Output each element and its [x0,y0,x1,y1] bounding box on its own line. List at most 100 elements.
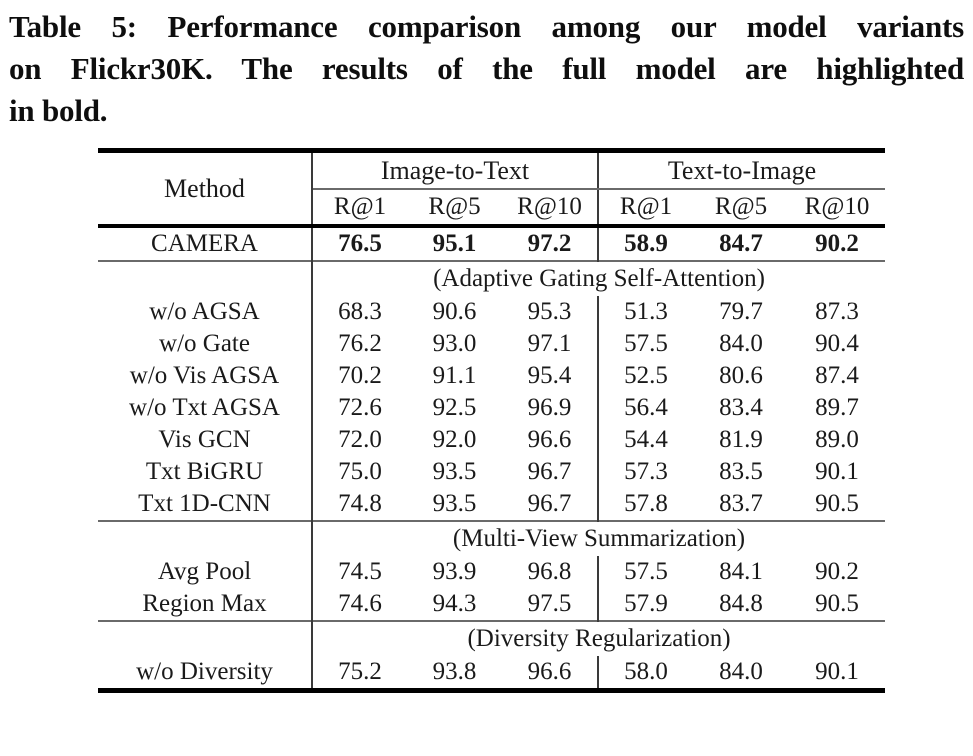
value-cell: 84.1 [719,558,763,585]
value-cell: 90.1 [815,458,859,485]
value-cell: 89.0 [815,426,859,453]
group-header-row: Method Image-to-Text Text-to-Image [98,150,886,226]
table-caption: Table 5: Performance comparison among ou… [0,0,973,132]
value-cell: 79.7 [719,298,763,325]
value-cell: 93.0 [432,330,477,357]
value-cell: 93.5 [432,490,477,517]
section-title: (Diversity Regularization) [467,625,731,652]
table-row: w/o Diversity 75.2 93.8 96.6 58.0 84.0 90.1 [98,656,885,691]
value-cell: 92.0 [432,426,477,453]
caption-line-3: in bold. [9,93,108,128]
value-cell: 58.0 [624,658,668,685]
value-cell: 75.2 [338,658,382,685]
value-cell: 76.5 [338,230,382,257]
method-cell: Region Max [98,588,313,621]
section-header-row: (Multi-View Summarization) [98,521,886,556]
method-cell: CAMERA [98,226,313,261]
value-cell: 90.5 [815,590,859,617]
value-cell: 57.8 [624,490,668,517]
subheader-t2i-r10: R@10 [804,193,870,220]
value-cell: 91.1 [432,362,477,389]
value-cell: 90.6 [432,298,477,325]
value-cell: 97.1 [502,328,600,360]
value-cell: 57.5 [624,558,668,585]
value-cell: 57.9 [624,590,668,617]
caption-line-2: on Flickr30K. The results of the full mo… [9,51,964,86]
value-cell: 93.9 [432,558,477,585]
method-cell: Avg Pool [98,556,313,588]
section-spacer-cell [98,261,313,296]
value-cell: 74.8 [338,490,382,517]
method-cell: w/o Vis AGSA [98,360,313,392]
value-cell: 95.3 [502,296,600,328]
value-cell: 74.6 [338,590,382,617]
value-cell: 96.9 [502,392,600,424]
value-cell: 81.9 [719,426,763,453]
value-cell: 92.5 [432,394,477,421]
value-cell: 83.7 [719,490,763,517]
value-cell: 70.2 [338,362,382,389]
value-cell: 56.4 [624,394,668,421]
value-cell: 68.3 [338,298,382,325]
table-header: Method Image-to-Text Text-to-Image R@1 R… [98,150,886,226]
value-cell: 75.0 [338,458,382,485]
value-cell: 97.5 [502,588,600,621]
value-cell: 90.4 [815,330,859,357]
table-body: CAMERA 76.5 95.1 97.2 58.9 84.7 90.2 (Adaptive … [98,226,886,691]
method-header-cell: Method [98,150,313,226]
value-cell: 90.2 [815,230,859,257]
method-cell: w/o Diversity [98,656,313,691]
value-cell: 84.7 [719,230,763,257]
value-cell: 87.3 [815,298,859,325]
value-cell: 83.5 [719,458,763,485]
method-cell: w/o Gate [98,328,313,360]
value-cell: 95.4 [502,360,600,392]
section-title: (Multi-View Summarization) [452,525,746,552]
value-cell: 57.5 [624,330,668,357]
table-row: CAMERA 76.5 95.1 97.2 58.9 84.7 90.2 [98,226,886,261]
value-cell: 96.7 [502,456,600,488]
section-header-row: (Adaptive Gating Self-Attention) [98,261,886,296]
subheader-i2t-r1: R@1 [333,193,387,220]
table-row: w/o Txt AGSA 72.6 92.5 96.9 56.4 83.4 89.7 [98,392,885,424]
value-cell: 57.3 [624,458,668,485]
value-cell: 95.1 [432,230,477,257]
table-row: Txt BiGRU 75.0 93.5 96.7 57.3 83.5 90.1 [98,456,885,488]
table-row: w/o Vis AGSA 70.2 91.1 95.4 52.5 80.6 87.4 [98,360,885,392]
subheader-i2t-r10: R@10 [502,189,600,226]
value-cell: 89.7 [815,394,859,421]
value-cell: 96.6 [502,424,600,456]
value-cell: 76.2 [338,330,382,357]
value-cell: 83.4 [719,394,763,421]
method-cell: Txt 1D-CNN [98,488,313,521]
subheader-i2t-r5: R@5 [428,193,481,220]
value-cell: 90.2 [815,558,859,585]
method-cell: w/o Txt AGSA [98,392,313,424]
value-cell: 87.4 [815,362,859,389]
value-cell: 94.3 [432,590,477,617]
value-cell: 80.6 [719,362,763,389]
subheader-row: R@1 R@5 R@10 R@1 R@5 R@10 [98,189,885,226]
value-cell: 93.5 [432,458,477,485]
value-cell: 54.4 [624,426,668,453]
value-cell: 90.5 [815,490,859,517]
section-header-row: (Diversity Regularization) [98,621,886,656]
value-cell: 72.6 [338,394,382,421]
value-cell: 52.5 [624,362,668,389]
method-cell: Vis GCN [98,424,313,456]
table-row: Vis GCN 72.0 92.0 96.6 54.4 81.9 89.0 [98,424,885,456]
value-cell: 51.3 [624,298,668,325]
table-row: Region Max 74.6 94.3 97.5 57.9 84.8 90.5 [98,588,885,621]
group-header-text-to-image: Text-to-Image [598,150,886,190]
table-row: Avg Pool 74.5 93.9 96.8 57.5 84.1 90.2 [98,556,885,588]
value-cell: 97.2 [502,226,600,261]
section-spacer-cell [98,521,313,556]
group-header-image-to-text: Image-to-Text [312,150,600,190]
value-cell: 84.0 [719,330,763,357]
subheader-t2i-r1: R@1 [619,193,673,220]
caption-line-1: Table 5: Performance comparison among ou… [9,9,964,44]
subheader-t2i-r5: R@5 [714,193,768,220]
value-cell: 84.0 [719,658,763,685]
section-spacer-cell [98,621,313,656]
table-row: Txt 1D-CNN 74.8 93.5 96.7 57.8 83.7 90.5 [98,488,885,521]
